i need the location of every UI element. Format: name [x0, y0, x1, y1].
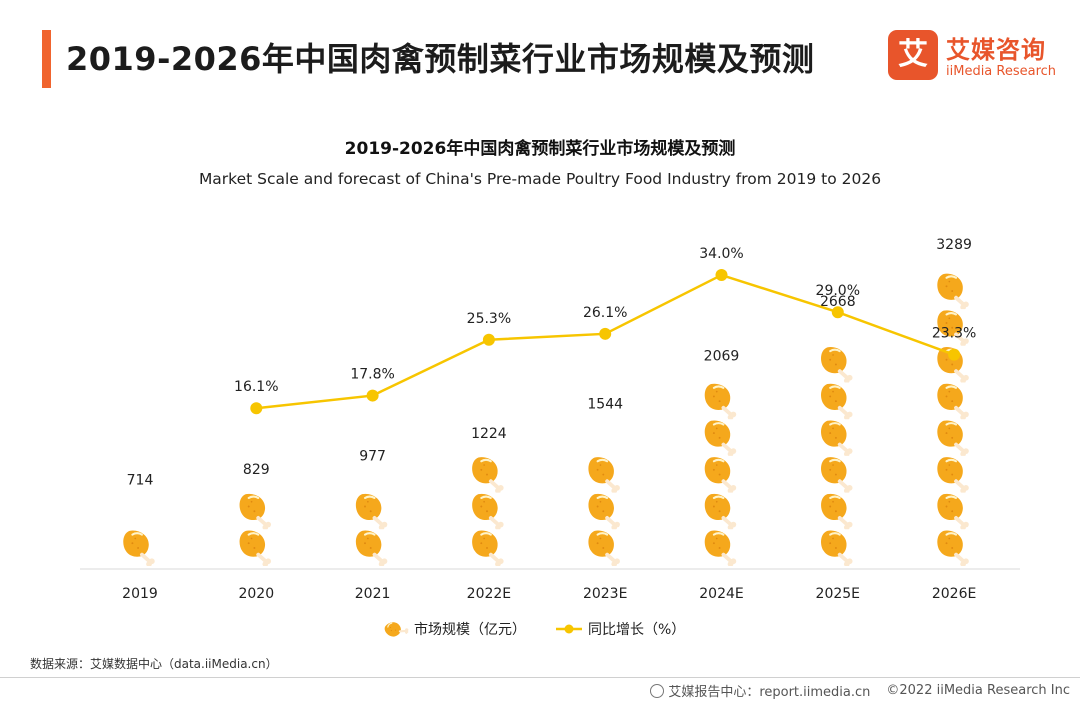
chart-title: 2019-2026年中国肉禽预制菜行业市场规模及预测 [344, 139, 736, 159]
bar-2025E [819, 321, 855, 566]
drumstick-icon [353, 491, 390, 530]
growth-point [948, 348, 961, 361]
chart-area: 714 829 977 1224 1544 2069 2668 3289 16.1% 17.8%… [80, 237, 1020, 645]
growth-value-label: 16.1% [234, 379, 278, 395]
footer-report-link[interactable]: 艾媒报告中心：report.iimedia.cn [668, 685, 871, 700]
logo-mark: 艾 [888, 30, 938, 80]
bar-value-label: 1224 [471, 426, 507, 442]
x-tick-label: 2025E [816, 586, 860, 602]
footer-divider [0, 677, 1080, 678]
growth-point [482, 333, 495, 346]
growth-point [831, 306, 844, 319]
footer: 艾媒报告中心：report.iimedia.cn ©2022 iiMedia R… [650, 681, 1070, 700]
bar-2023E [586, 423, 622, 566]
drumstick-icon [702, 381, 739, 420]
growth-point [250, 402, 263, 415]
x-tick-label: 2022E [467, 586, 511, 602]
iimedia-logo: 艾 艾媒咨询 iiMedia Research [888, 30, 1068, 82]
growth-value-label: 34.0% [699, 246, 743, 262]
bar-value-label: 3289 [936, 237, 972, 253]
x-tick-label: 2024E [699, 586, 743, 602]
drumstick-icon [586, 455, 622, 493]
growth-value-label: 26.1% [583, 305, 627, 321]
legend-label-market-scale: 市场规模（亿元） [414, 621, 526, 638]
page-title: 2019-2026年中国肉禽预制菜行业市场规模及预测 [66, 40, 815, 78]
drumstick-icon-partial [121, 499, 157, 530]
bar-value-label: 829 [243, 462, 270, 478]
bar-value-label: 2668 [820, 294, 856, 310]
bar-2024E [702, 376, 739, 566]
legend-item-growth: 同比增长（%） [556, 622, 685, 638]
growth-value-label: 17.8% [350, 367, 394, 383]
drumstick-icon [935, 271, 971, 310]
drumstick-icon [121, 528, 157, 566]
drumstick-icon [237, 528, 273, 566]
bar-2019 [121, 499, 157, 566]
legend-drumstick-icon [381, 615, 412, 645]
drumstick-icon [702, 528, 739, 566]
drumstick-icon [819, 528, 855, 566]
drumstick-icon [702, 491, 739, 530]
x-tick-label: 2026E [932, 586, 976, 602]
growth-point [366, 389, 379, 402]
drumstick-icon [702, 455, 739, 493]
x-tick-label: 2020 [238, 586, 274, 602]
legend-dot-icon [564, 624, 574, 634]
title-accent-bar [42, 30, 51, 88]
drumstick-icon [819, 418, 855, 456]
drumstick-icon [819, 455, 855, 493]
logo-en-text: iiMedia Research [946, 64, 1057, 79]
bar-value-label: 2069 [704, 349, 740, 365]
drumstick-icon [470, 528, 506, 566]
drumstick-icon [237, 491, 273, 530]
growth-value-label: 23.3% [932, 326, 976, 342]
drumstick-icon [819, 491, 855, 530]
globe-icon [650, 683, 665, 698]
drumstick-icon-partial [586, 423, 622, 456]
drumstick-icon [819, 345, 855, 383]
drumstick-icon [353, 528, 390, 566]
x-tick-label: 2019 [122, 586, 158, 602]
drumstick-icon [819, 381, 855, 420]
drumstick-icon [935, 491, 971, 530]
x-tick-label: 2021 [355, 586, 391, 602]
legend-label-growth: 同比增长（%） [588, 622, 685, 638]
growth-value-label: 29.0% [816, 283, 860, 299]
growth-point [715, 269, 728, 282]
drumstick-icon [586, 528, 622, 566]
bar-value-label: 1544 [587, 397, 623, 413]
footer-copyright: ©2022 iiMedia Research Inc [886, 683, 1070, 698]
bar-2026E [935, 264, 971, 566]
drumstick-icon [470, 491, 506, 530]
bar-value-label: 977 [359, 449, 386, 465]
legend-item-market-scale: 市场规模（亿元） [381, 615, 526, 645]
drumstick-icon [702, 418, 739, 456]
drumstick-icon [586, 491, 622, 530]
drumstick-icon [935, 528, 971, 566]
drumstick-icon [935, 418, 971, 456]
logo-cn-text: 艾媒咨询 [946, 36, 1046, 64]
drumstick-icon [470, 455, 506, 493]
chart-subtitle: Market Scale and forecast of China's Pre… [198, 170, 882, 188]
bar-value-label: 714 [127, 473, 154, 489]
data-source: 数据来源：艾媒数据中心（data.iiMedia.cn） [30, 657, 278, 671]
growth-value-label: 25.3% [467, 311, 511, 327]
drumstick-icon [935, 455, 971, 493]
drumstick-icon [935, 381, 971, 420]
bar-2021 [353, 476, 390, 566]
x-tick-label: 2023E [583, 586, 627, 602]
growth-point [599, 327, 612, 340]
bar-2022E [470, 453, 506, 566]
